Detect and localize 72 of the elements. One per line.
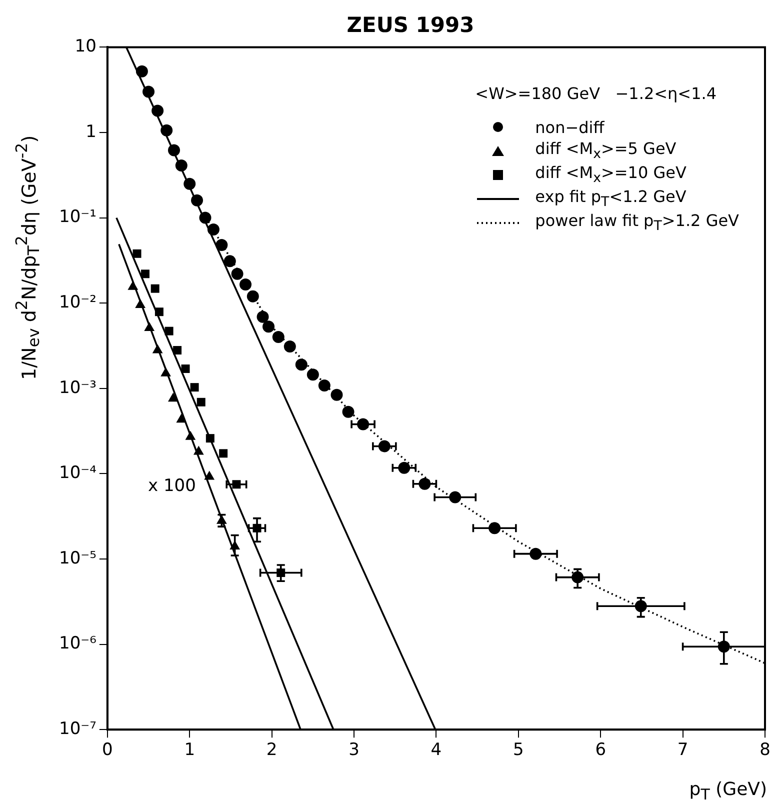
point [160, 367, 171, 376]
point [168, 392, 178, 402]
legend-label: non−diff [535, 118, 604, 136]
legend-label: power law fit p$_{T}$>1.2 GeV [535, 211, 739, 235]
annotation: <W>=180 GeV −1.2<η<1.4 [475, 84, 718, 103]
x-tick-label: 5 [512, 740, 524, 760]
point [176, 414, 187, 423]
point [184, 178, 196, 190]
point [140, 270, 150, 278]
y-tick-label: 10⁻² [59, 292, 96, 313]
point [173, 346, 182, 354]
point [206, 434, 214, 443]
point [154, 308, 164, 316]
y-tick-label: 10⁻³ [59, 378, 96, 398]
point [191, 194, 204, 206]
point [190, 383, 199, 392]
point [185, 430, 196, 440]
x-tick-label: 0 [102, 740, 113, 760]
point [272, 331, 284, 344]
point [160, 124, 173, 136]
point [152, 344, 163, 354]
point [224, 255, 236, 268]
point [135, 299, 146, 308]
point [136, 65, 148, 78]
point [246, 290, 259, 302]
point [262, 320, 275, 333]
x-tick-label: 4 [430, 740, 442, 760]
y-tick-label: 10⁻⁵ [59, 548, 96, 568]
point [216, 238, 228, 251]
point [207, 223, 220, 236]
chart-title: ZEUS 1993 [346, 13, 474, 38]
point [318, 380, 330, 392]
x-axis-title: p$_{T}$ (GeV) [689, 779, 767, 804]
x-tick-label: 1 [184, 740, 196, 760]
point [256, 310, 269, 323]
y-tick-label: 1 [86, 122, 96, 142]
legend-label: exp fit p$_{T}$<1.2 GeV [535, 187, 686, 211]
y-tick-label: 10⁻⁷ [59, 719, 97, 740]
y-tick-label: 10⁻⁶ [59, 634, 97, 654]
y-tick-label: 10⁻⁴ [59, 463, 97, 484]
point [240, 278, 252, 291]
point [168, 144, 180, 156]
point [142, 86, 155, 98]
x-tick-label: 2 [266, 740, 278, 760]
point [164, 326, 174, 336]
annotation: x 100 [148, 476, 196, 496]
legend-label: diff <M$_{x}$>=10 GeV [535, 163, 686, 187]
point [175, 160, 188, 172]
point [295, 358, 308, 371]
point [193, 446, 204, 455]
x-tick-label: 6 [595, 740, 606, 760]
point [231, 268, 244, 280]
point [199, 212, 212, 224]
x-tick-label: 8 [760, 740, 770, 760]
point [330, 388, 343, 401]
point [144, 322, 155, 332]
point [204, 470, 215, 480]
legend-label: diff <M$_{x}$>=5 GeV [535, 139, 676, 163]
point [196, 398, 206, 406]
x-tick-label: 7 [677, 740, 688, 760]
point [342, 406, 354, 418]
point [132, 249, 142, 258]
point [219, 449, 228, 458]
point [181, 364, 190, 373]
point [306, 368, 319, 381]
point [150, 284, 160, 293]
y-tick-label: 10 [74, 36, 96, 57]
point [128, 280, 138, 290]
x-tick-label: 3 [348, 740, 360, 760]
point [284, 340, 296, 352]
point [152, 104, 164, 117]
y-tick-label: 10⁻¹ [59, 207, 96, 228]
